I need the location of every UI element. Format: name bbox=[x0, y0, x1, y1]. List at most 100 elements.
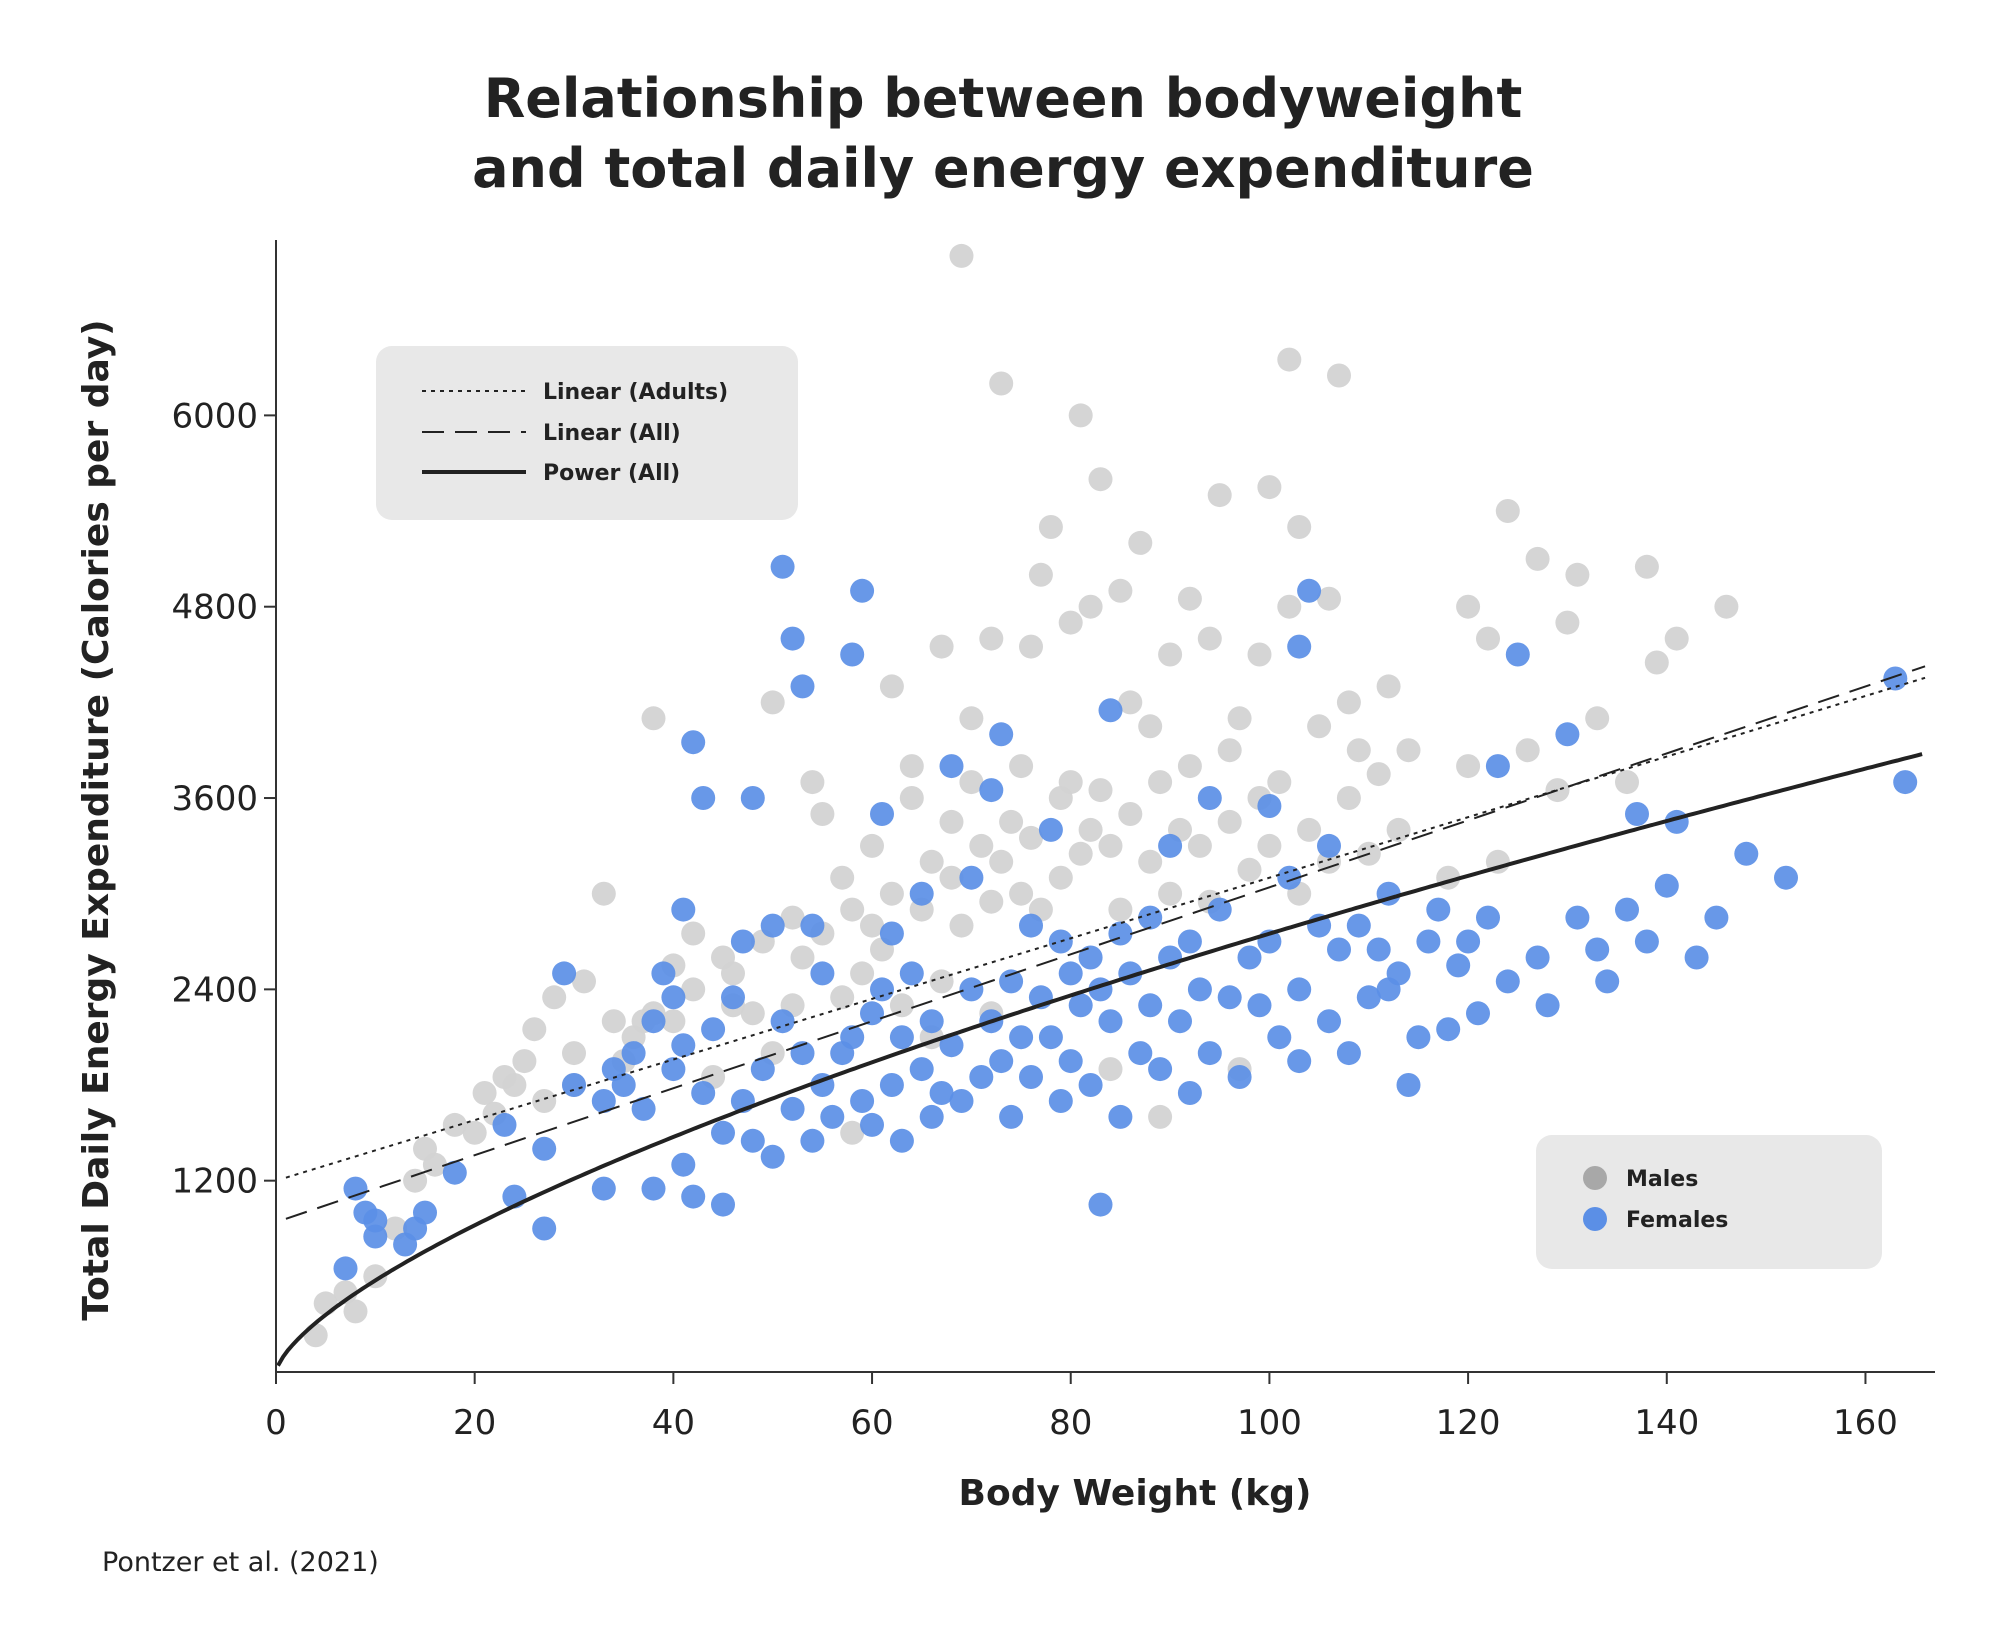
males-point bbox=[542, 985, 567, 1010]
females-point bbox=[1078, 945, 1103, 970]
females-point bbox=[909, 1057, 934, 1082]
males-point bbox=[879, 674, 904, 699]
females-point bbox=[1615, 897, 1639, 922]
females-point bbox=[1485, 754, 1510, 779]
males-point bbox=[979, 626, 1004, 651]
males-point bbox=[949, 243, 974, 268]
males-point bbox=[760, 690, 785, 715]
males-point bbox=[830, 865, 855, 890]
females-point bbox=[1406, 1025, 1431, 1050]
females-point bbox=[333, 1256, 358, 1281]
males-point bbox=[1108, 897, 1133, 922]
females-point bbox=[641, 1009, 666, 1034]
males-point bbox=[532, 1089, 557, 1113]
y-tick-label: 1200 bbox=[171, 1162, 258, 1202]
females-point bbox=[810, 961, 835, 986]
males-point bbox=[1307, 714, 1332, 739]
males-point bbox=[949, 913, 974, 938]
females-point bbox=[919, 1104, 944, 1129]
males-point bbox=[1078, 594, 1103, 619]
females-point bbox=[1774, 865, 1798, 890]
males-point bbox=[1287, 515, 1312, 539]
males-point bbox=[1177, 754, 1202, 779]
females-point bbox=[1396, 1073, 1421, 1097]
females-point bbox=[1088, 1192, 1113, 1217]
males-point bbox=[1058, 610, 1083, 635]
females-point bbox=[1317, 833, 1341, 858]
legend-males-marker bbox=[1583, 1166, 1607, 1190]
males-point bbox=[929, 634, 954, 659]
females-point bbox=[711, 1120, 735, 1145]
females-point bbox=[532, 1216, 557, 1241]
males-point bbox=[1327, 363, 1351, 388]
females-point bbox=[1327, 937, 1351, 962]
males-point bbox=[1317, 586, 1341, 611]
females-point bbox=[1346, 913, 1371, 938]
males-point bbox=[1227, 706, 1252, 731]
males-point bbox=[721, 961, 745, 986]
females-point bbox=[1495, 969, 1520, 994]
males-point bbox=[989, 371, 1014, 396]
females-point bbox=[532, 1136, 557, 1161]
males-point bbox=[860, 913, 884, 938]
males-point bbox=[1634, 554, 1659, 579]
males-point bbox=[969, 833, 994, 858]
females-point bbox=[1207, 897, 1232, 922]
males-point bbox=[979, 889, 1004, 914]
males-point bbox=[800, 770, 825, 795]
linear-all-trendline bbox=[285, 665, 1926, 1220]
females-point bbox=[860, 1112, 884, 1137]
females-point bbox=[1267, 1025, 1292, 1050]
females-point bbox=[1466, 1001, 1490, 1026]
females-point bbox=[621, 1041, 646, 1066]
males-point bbox=[1138, 849, 1163, 874]
males-point bbox=[1386, 817, 1411, 842]
males-point bbox=[999, 809, 1024, 834]
females-point bbox=[651, 961, 676, 986]
males-point bbox=[1197, 626, 1222, 651]
females-point bbox=[1019, 913, 1043, 938]
females-point bbox=[1048, 1089, 1073, 1113]
females-point bbox=[1634, 929, 1659, 954]
females-point bbox=[1058, 961, 1083, 986]
females-point bbox=[989, 722, 1014, 747]
males-point bbox=[1664, 626, 1689, 651]
females-point bbox=[929, 1081, 954, 1105]
females-point bbox=[1734, 841, 1759, 866]
males-point bbox=[1495, 499, 1520, 523]
females-point bbox=[909, 881, 934, 906]
x-tick-label: 140 bbox=[1634, 1403, 1699, 1443]
females-point bbox=[711, 1192, 735, 1217]
males-point bbox=[840, 897, 865, 922]
females-point bbox=[1297, 578, 1322, 603]
females-point bbox=[1217, 985, 1242, 1010]
females-point bbox=[870, 802, 894, 826]
females-point bbox=[1177, 929, 1202, 954]
females-point bbox=[1476, 905, 1500, 930]
males-point bbox=[343, 1299, 368, 1324]
source-citation: Pontzer et al. (2021) bbox=[102, 1547, 379, 1578]
males-point bbox=[1396, 738, 1421, 763]
males-point bbox=[1177, 586, 1202, 611]
males-point bbox=[959, 706, 984, 731]
females-point bbox=[989, 1049, 1014, 1074]
males-point bbox=[681, 921, 706, 946]
females-point bbox=[1098, 1009, 1123, 1034]
females-point bbox=[1356, 985, 1381, 1010]
females-point bbox=[1535, 993, 1560, 1018]
males-point bbox=[1078, 817, 1103, 842]
x-axis-label: Body Weight (kg) bbox=[959, 1473, 1312, 1514]
females-point bbox=[969, 1065, 994, 1089]
males-point bbox=[1376, 674, 1401, 699]
males-point bbox=[1217, 738, 1242, 763]
males-point bbox=[1615, 770, 1639, 795]
males-point bbox=[492, 1065, 517, 1089]
females-point bbox=[840, 1025, 865, 1050]
males-point bbox=[562, 1041, 586, 1066]
males-point bbox=[1187, 833, 1212, 858]
males-point bbox=[512, 1049, 537, 1074]
x-axis-ticks: 0 20 40 60 80 100 120 140 160 bbox=[265, 1372, 1898, 1443]
females-point bbox=[363, 1208, 388, 1233]
males-point bbox=[1336, 786, 1361, 810]
females-point bbox=[800, 1128, 825, 1153]
